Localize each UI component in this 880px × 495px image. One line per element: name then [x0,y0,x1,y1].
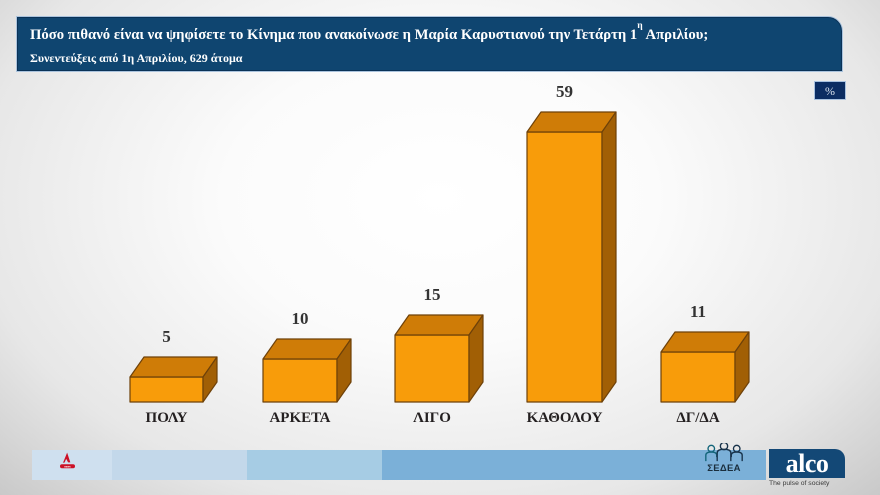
svg-text:news: news [64,465,71,468]
